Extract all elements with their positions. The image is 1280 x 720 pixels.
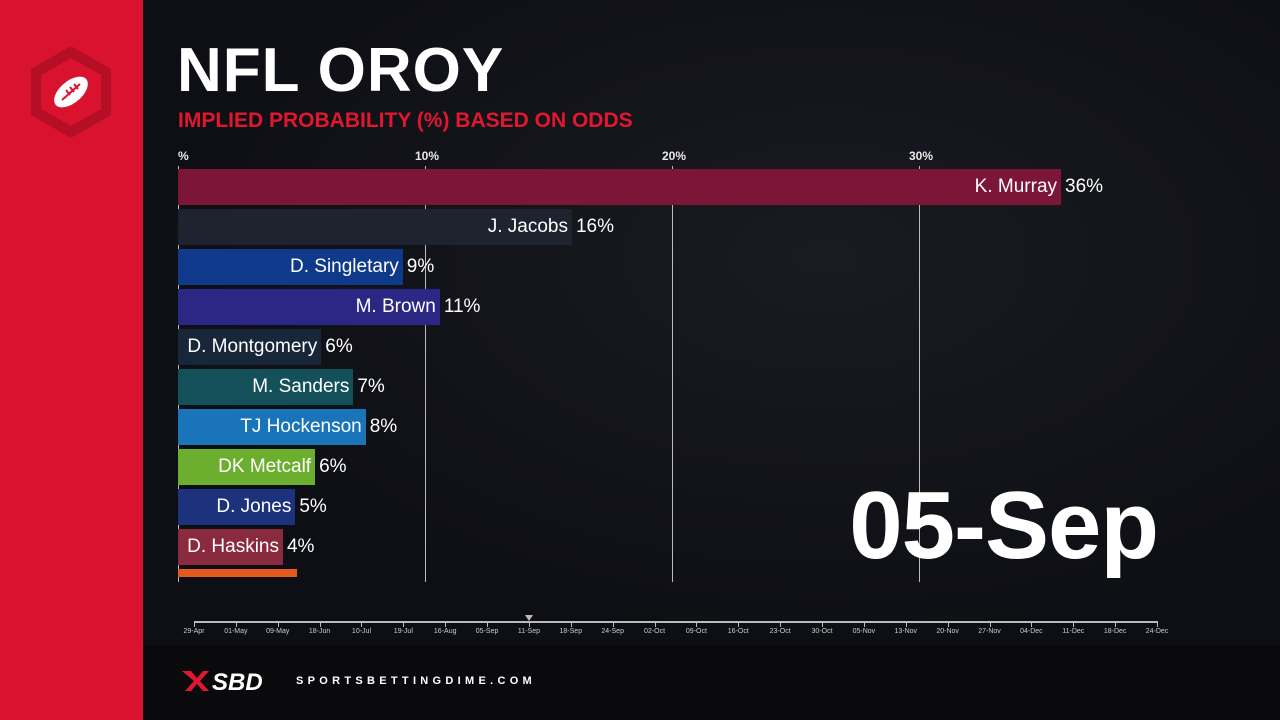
bar-label: DK Metcalf bbox=[218, 456, 312, 477]
bar bbox=[178, 529, 283, 565]
bar bbox=[178, 489, 296, 525]
timeline-date-label[interactable]: 09-Oct bbox=[685, 628, 707, 635]
bar-label: D. Montgomery bbox=[187, 336, 318, 357]
timeline-tick bbox=[403, 621, 405, 627]
timeline-date-label[interactable]: 09-May bbox=[266, 628, 290, 635]
timeline-date-label[interactable]: 11-Dec bbox=[1062, 628, 1085, 635]
timeline-tick bbox=[822, 621, 824, 627]
bar-value-label: 5% bbox=[299, 496, 327, 517]
timeline-date-label[interactable]: 18-Sep bbox=[559, 628, 583, 635]
timeline-date-label[interactable]: 11-Sep bbox=[517, 628, 540, 635]
x-tick-label: 10% bbox=[415, 149, 440, 163]
timeline-date-label[interactable]: 18-Jun bbox=[308, 628, 331, 635]
timeline-tick bbox=[235, 621, 237, 627]
bar bbox=[178, 569, 297, 577]
chart-subtitle: IMPLIED PROBABILITY (%) BASED ON ODDS bbox=[178, 109, 633, 132]
bar-value-label: 8% bbox=[369, 416, 398, 437]
timeline-date-label[interactable]: 29-Apr bbox=[183, 628, 205, 635]
timeline-date-label[interactable]: 13-Nov bbox=[894, 628, 918, 635]
bar-label: M. Sanders bbox=[252, 376, 350, 397]
timeline-tick bbox=[570, 621, 572, 627]
bar bbox=[178, 289, 440, 325]
bar-label: D. Jones bbox=[216, 496, 292, 517]
timeline-tick bbox=[863, 621, 865, 627]
timeline-tick bbox=[319, 621, 321, 627]
timeline-date-label[interactable]: 01-May bbox=[224, 628, 248, 635]
timeline-tick bbox=[528, 621, 530, 627]
gridline bbox=[919, 166, 920, 582]
timeline-tick bbox=[277, 621, 279, 627]
timeline-date-label[interactable]: 04-Dec bbox=[1020, 628, 1043, 635]
timeline-date-label[interactable]: 24-Dec bbox=[1145, 628, 1169, 635]
timeline-date-label[interactable]: 18-Dec bbox=[1103, 628, 1127, 635]
timeline-date-label[interactable]: 05-Sep bbox=[475, 628, 499, 635]
timeline-tick bbox=[738, 621, 740, 627]
timeline-tick bbox=[445, 621, 447, 627]
sbd-logo: SBD bbox=[182, 669, 263, 695]
bar-value-label: 9% bbox=[406, 256, 435, 277]
chart-title: NFL OROY bbox=[177, 36, 505, 105]
bar bbox=[178, 329, 322, 365]
timeline-tick bbox=[487, 621, 489, 627]
x-tick-label: 20% bbox=[662, 149, 687, 163]
bar-label: D. Haskins bbox=[187, 536, 279, 557]
bar-value-label: 16% bbox=[575, 216, 614, 237]
bar bbox=[178, 249, 403, 285]
gridline bbox=[672, 166, 673, 582]
bar-value-label: 4% bbox=[286, 536, 315, 557]
bar-value-label: 11% bbox=[443, 296, 481, 317]
timeline-date-label[interactable]: 16-Oct bbox=[727, 628, 749, 635]
timeline-tick bbox=[1115, 621, 1117, 627]
bar-value-label: 6% bbox=[319, 456, 347, 477]
timeline-marker[interactable] bbox=[524, 615, 533, 621]
bar-label: K. Murray bbox=[974, 176, 1058, 197]
timeline-date-label[interactable]: 24-Sep bbox=[601, 628, 624, 635]
timeline-tick bbox=[1157, 621, 1158, 627]
timeline-date-label[interactable]: 05-Nov bbox=[852, 628, 876, 635]
timeline-tick bbox=[989, 621, 991, 627]
timeline-tick bbox=[612, 621, 614, 627]
timeline-tick bbox=[780, 621, 782, 627]
footer bbox=[143, 645, 1280, 720]
timeline-tick bbox=[1031, 621, 1033, 627]
bar bbox=[178, 209, 572, 245]
bar-value-label: 36% bbox=[1065, 176, 1104, 197]
timeline-date-label[interactable]: 23-Oct bbox=[769, 628, 791, 635]
gridline bbox=[425, 166, 426, 582]
timeline-tick bbox=[194, 621, 195, 627]
bar-label: M. Brown bbox=[355, 296, 436, 317]
bar-label: TJ Hockenson bbox=[240, 416, 362, 437]
svg-text:SBD: SBD bbox=[212, 669, 263, 695]
timeline-tick bbox=[696, 621, 698, 627]
timeline-date-label[interactable]: 02-Oct bbox=[644, 628, 666, 635]
timeline-date-label[interactable]: 20-Nov bbox=[936, 628, 959, 635]
bar-label: J. Jacobs bbox=[487, 216, 568, 237]
football-hexagon-logo bbox=[31, 46, 111, 138]
bar bbox=[178, 409, 366, 445]
timeline-date-label[interactable]: 27-Nov bbox=[978, 628, 1001, 635]
timeline-date-label[interactable]: 30-Oct bbox=[811, 628, 833, 635]
timeline-tick bbox=[1073, 621, 1075, 627]
timeline-tick bbox=[947, 621, 949, 627]
x-tick-label: 30% bbox=[909, 149, 934, 163]
timeline-date-label[interactable]: 16-Aug bbox=[433, 628, 457, 635]
timeline-tick bbox=[361, 621, 363, 627]
bar-value-label: 6% bbox=[325, 336, 353, 357]
timeline-date-label[interactable]: 19-Jul bbox=[393, 628, 413, 635]
bar bbox=[178, 369, 354, 405]
timeline-date-label[interactable]: 10-Jul bbox=[351, 628, 372, 635]
bar-value-label: 7% bbox=[357, 376, 385, 397]
timeline-axis bbox=[194, 621, 1157, 623]
current-date: 05-Sep bbox=[849, 472, 1159, 579]
bar bbox=[178, 449, 316, 485]
timeline-tick bbox=[654, 621, 656, 627]
timeline-tick bbox=[905, 621, 907, 627]
bar-label: D. Singletary bbox=[290, 256, 399, 277]
site-url[interactable]: SPORTSBETTINGDIME.COM bbox=[296, 675, 537, 687]
bar bbox=[178, 169, 1062, 205]
x-tick-label: % bbox=[178, 149, 189, 163]
